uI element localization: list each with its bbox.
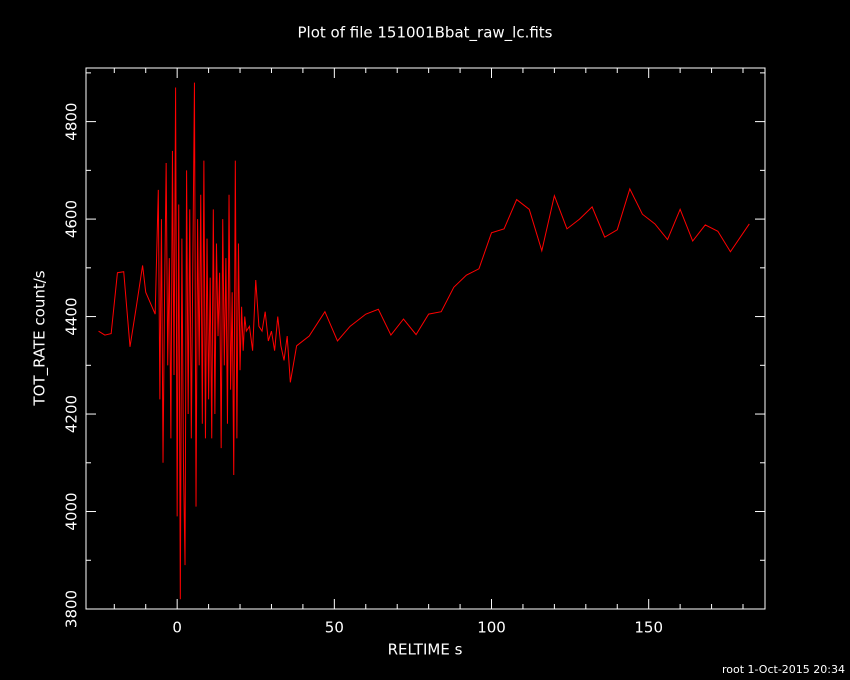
y-tick-label: 3800	[63, 590, 81, 628]
y-axis-label: TOT_RATE count/s	[31, 270, 50, 406]
y-tick-label: 4400	[63, 297, 81, 335]
x-tick-label: 50	[325, 619, 344, 637]
y-tick-label: 4000	[63, 492, 81, 530]
x-axis-label: RELTIME s	[388, 641, 463, 659]
y-tick-label: 4800	[63, 103, 81, 141]
y-tick-label: 4200	[63, 395, 81, 433]
data-line	[98, 82, 750, 600]
x-tick-label: 100	[477, 619, 506, 637]
x-tick-label: 0	[172, 619, 182, 637]
y-tick-label: 4600	[63, 200, 81, 238]
plot-frame	[85, 67, 766, 610]
x-tick-label: 150	[634, 619, 663, 637]
footer: root 1-Oct-2015 20:34	[722, 663, 845, 676]
chart-title: Plot of file 151001Bbat_raw_lc.fits	[298, 24, 553, 43]
